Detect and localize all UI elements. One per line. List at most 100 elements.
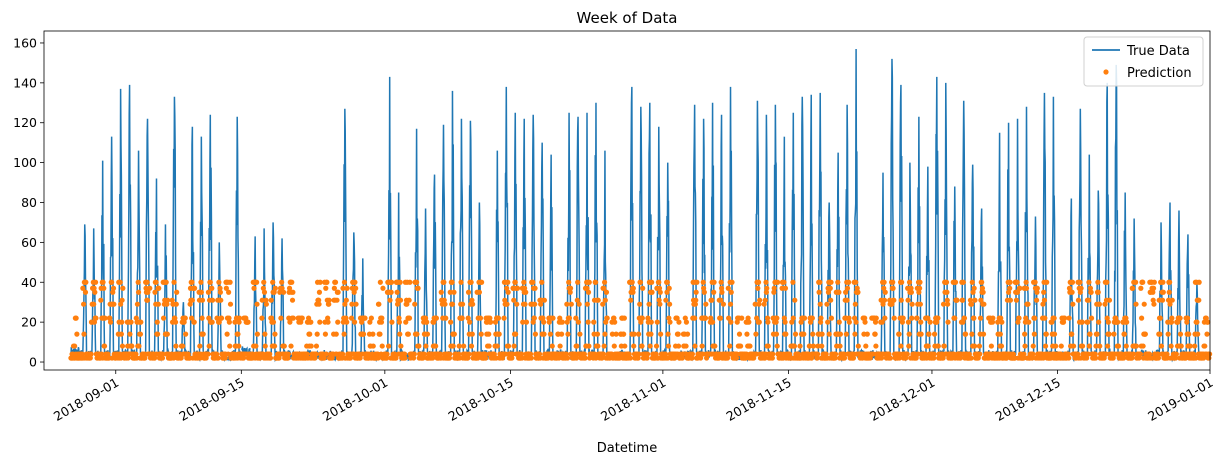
prediction-point xyxy=(864,331,870,337)
prediction-point xyxy=(218,315,225,321)
prediction-point xyxy=(1173,355,1179,361)
prediction-point xyxy=(362,315,368,321)
prediction-point xyxy=(881,279,887,285)
prediction-point xyxy=(1095,279,1101,285)
prediction-point xyxy=(852,331,858,337)
prediction-point xyxy=(528,355,534,361)
prediction-point xyxy=(171,355,177,361)
legend-prediction-label: Prediction xyxy=(1127,66,1192,81)
prediction-point xyxy=(1033,297,1040,303)
prediction-point xyxy=(604,315,610,321)
prediction-point xyxy=(91,285,97,291)
prediction-point xyxy=(727,301,734,307)
prediction-point xyxy=(388,279,395,285)
prediction-point xyxy=(307,331,313,337)
prediction-point xyxy=(1175,319,1181,325)
prediction-point xyxy=(451,289,457,295)
prediction-point xyxy=(827,285,833,291)
prediction-point xyxy=(98,351,105,357)
prediction-point xyxy=(172,315,178,321)
prediction-point xyxy=(136,343,142,349)
prediction-point xyxy=(187,301,193,307)
prediction-point xyxy=(1169,297,1175,303)
prediction-point xyxy=(566,279,572,285)
prediction-point xyxy=(628,297,634,303)
prediction-point xyxy=(1129,355,1135,361)
prediction-point xyxy=(191,319,197,325)
prediction-point xyxy=(559,331,565,337)
prediction-point xyxy=(745,315,751,321)
prediction-point xyxy=(764,315,771,321)
prediction-point xyxy=(672,355,678,361)
prediction-point xyxy=(91,319,98,325)
prediction-point xyxy=(1106,331,1112,337)
prediction-point xyxy=(1166,289,1172,295)
prediction-point xyxy=(557,315,563,321)
prediction-point xyxy=(922,351,928,357)
prediction-point xyxy=(905,319,912,325)
prediction-point xyxy=(349,301,355,307)
prediction-point xyxy=(755,285,761,291)
prediction-point xyxy=(540,315,546,321)
prediction-point xyxy=(656,297,662,303)
prediction-point xyxy=(404,301,410,307)
prediction-point xyxy=(288,343,294,349)
prediction-point xyxy=(514,285,521,291)
prediction-point xyxy=(513,331,519,337)
prediction-point xyxy=(979,285,986,291)
prediction-point xyxy=(496,331,502,337)
prediction-point xyxy=(118,301,124,307)
prediction-point xyxy=(1017,285,1023,291)
prediction-point xyxy=(639,343,645,349)
prediction-point xyxy=(205,289,212,295)
prediction-point xyxy=(1173,351,1179,357)
prediction-point xyxy=(644,355,650,361)
prediction-point xyxy=(940,301,947,307)
prediction-point xyxy=(890,285,896,291)
prediction-point xyxy=(487,319,494,325)
prediction-point xyxy=(1168,343,1174,349)
prediction-point xyxy=(289,297,296,303)
prediction-point xyxy=(701,285,707,291)
prediction-point xyxy=(541,319,547,325)
prediction-point xyxy=(899,279,905,285)
prediction-point xyxy=(564,319,570,325)
prediction-point xyxy=(1023,315,1029,321)
prediction-point xyxy=(215,355,221,361)
prediction-point xyxy=(631,343,637,349)
prediction-point xyxy=(1106,297,1113,303)
prediction-point xyxy=(873,315,879,321)
prediction-point xyxy=(458,279,464,285)
prediction-point xyxy=(155,301,161,307)
prediction-point xyxy=(832,355,838,361)
prediction-point xyxy=(692,343,698,349)
prediction-point xyxy=(1040,301,1046,307)
prediction-point xyxy=(178,355,184,361)
prediction-point xyxy=(873,343,879,349)
prediction-point xyxy=(940,355,946,361)
prediction-point xyxy=(770,351,776,357)
prediction-point xyxy=(836,289,842,295)
prediction-point xyxy=(164,301,170,307)
prediction-point xyxy=(989,319,996,325)
prediction-point xyxy=(1124,319,1130,325)
prediction-point xyxy=(111,301,117,307)
prediction-point xyxy=(586,343,592,349)
prediction-point xyxy=(342,301,348,307)
prediction-point xyxy=(1007,279,1013,285)
prediction-point xyxy=(1101,355,1107,361)
prediction-point xyxy=(727,343,733,349)
prediction-point xyxy=(360,331,367,337)
prediction-point xyxy=(422,315,429,321)
prediction-point xyxy=(646,301,652,307)
prediction-point xyxy=(683,319,690,325)
prediction-point xyxy=(943,279,950,285)
prediction-point xyxy=(1168,319,1175,325)
prediction-point xyxy=(414,279,420,285)
prediction-point xyxy=(88,351,94,357)
prediction-point xyxy=(459,315,465,321)
prediction-point xyxy=(522,301,528,307)
prediction-point xyxy=(1070,343,1077,349)
prediction-point xyxy=(1015,319,1021,325)
prediction-point xyxy=(599,355,605,361)
